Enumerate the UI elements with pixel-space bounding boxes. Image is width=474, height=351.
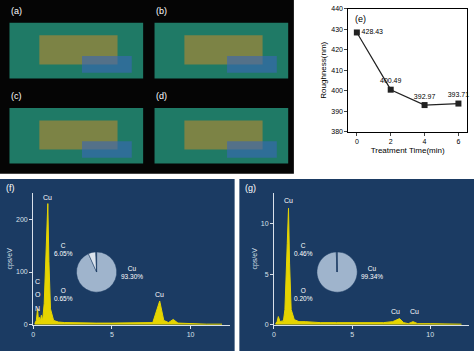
svg-text:10: 10	[187, 331, 195, 338]
svg-text:C0.46%: C0.46%	[294, 242, 313, 257]
svg-text:O0.20%: O0.20%	[294, 287, 313, 302]
svg-text:Cu: Cu	[155, 291, 164, 298]
svg-text:C: C	[35, 278, 40, 285]
svg-text:(e): (e)	[355, 14, 366, 24]
svg-text:Cu: Cu	[284, 197, 293, 204]
svg-text:(f): (f)	[6, 183, 15, 193]
svg-text:380: 380	[331, 128, 343, 135]
svg-text:Treatment Time(min): Treatment Time(min)	[371, 146, 445, 155]
svg-text:Cu: Cu	[43, 194, 52, 201]
svg-text:(g): (g)	[245, 183, 256, 193]
svg-text:0: 0	[24, 321, 28, 328]
svg-text:6: 6	[456, 138, 460, 145]
svg-text:400.49: 400.49	[380, 77, 402, 84]
svg-text:0: 0	[272, 331, 276, 338]
svg-text:Roughness(nm): Roughness(nm)	[319, 41, 328, 98]
svg-text:Cu99.34%: Cu99.34%	[361, 265, 383, 280]
svg-text:O: O	[35, 291, 41, 298]
svg-text:440: 440	[331, 5, 343, 12]
svg-text:C6.05%: C6.05%	[54, 242, 73, 257]
svg-text:200: 200	[16, 216, 28, 223]
svg-text:428.43: 428.43	[362, 28, 384, 35]
svg-text:4: 4	[423, 138, 427, 145]
svg-text:(a): (a)	[11, 6, 22, 16]
svg-text:N: N	[35, 305, 40, 312]
svg-text:430: 430	[331, 26, 343, 33]
svg-text:410: 410	[331, 67, 343, 74]
svg-text:5: 5	[110, 331, 114, 338]
svg-text:2: 2	[389, 138, 393, 145]
svg-text:393.71: 393.71	[448, 91, 470, 98]
svg-text:cps/eV: cps/eV	[6, 248, 14, 270]
svg-text:0: 0	[265, 321, 269, 328]
svg-text:10: 10	[261, 220, 269, 227]
svg-text:(c): (c)	[11, 91, 22, 101]
svg-text:(d): (d)	[156, 91, 167, 101]
svg-text:10: 10	[426, 331, 434, 338]
svg-text:Cu93.30%: Cu93.30%	[121, 265, 143, 280]
svg-text:(b): (b)	[156, 6, 167, 16]
svg-text:5: 5	[265, 271, 269, 278]
svg-text:Cu: Cu	[391, 308, 400, 315]
svg-text:0: 0	[31, 331, 35, 338]
svg-text:400: 400	[331, 87, 343, 94]
svg-text:392.97: 392.97	[414, 93, 436, 100]
svg-text:Cu: Cu	[410, 308, 419, 315]
svg-text:390: 390	[331, 108, 343, 115]
svg-text:5: 5	[350, 331, 354, 338]
svg-text:O0.65%: O0.65%	[54, 287, 73, 302]
svg-text:cps/eV: cps/eV	[251, 248, 259, 270]
svg-text:100: 100	[16, 268, 28, 275]
svg-text:420: 420	[331, 46, 343, 53]
svg-text:0: 0	[355, 138, 359, 145]
